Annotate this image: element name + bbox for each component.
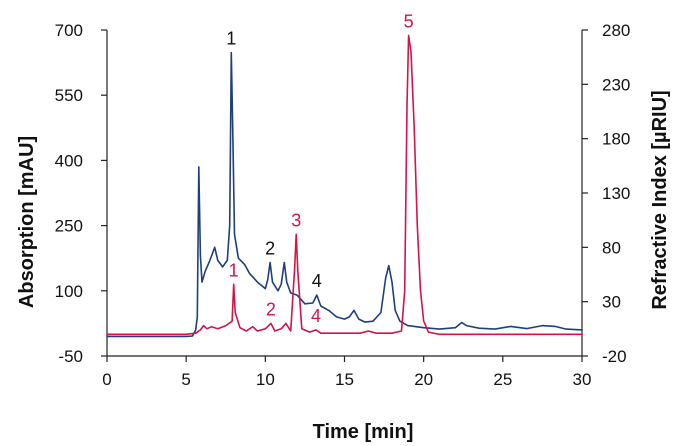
series-layer — [106, 34, 583, 338]
y-left-tick-label: 700 — [55, 21, 83, 40]
peak-label: 2 — [265, 239, 275, 259]
x-tick-label: 5 — [181, 370, 190, 389]
x-tick-label: 30 — [573, 370, 592, 389]
y-left-tick-label: 250 — [55, 217, 83, 236]
y-right-tick-label: 180 — [602, 130, 630, 149]
peak-label: 5 — [404, 11, 414, 31]
y-right-tick-label: -20 — [602, 347, 627, 366]
peak-label: 4 — [312, 271, 322, 291]
x-tick-label: 10 — [256, 370, 275, 389]
x-tick-label: 15 — [335, 370, 354, 389]
uv-trace — [106, 51, 583, 338]
x-tick-label: 20 — [414, 370, 433, 389]
y-left-tick-label: 400 — [55, 151, 83, 170]
ri-trace — [106, 34, 583, 336]
y-left-tick-label: 100 — [55, 282, 83, 301]
peak-label: 4 — [311, 306, 321, 326]
peak-label: 1 — [226, 29, 236, 49]
axes: 0 5 10 15 20 25 30 -50 100 250 400 550 700 -20 30 80 130… — [55, 21, 631, 389]
y-right-tick-label: 280 — [602, 21, 630, 40]
y-left-tick-label: 550 — [55, 86, 83, 105]
peak-label: 3 — [291, 210, 301, 230]
y-right-tick-label: 130 — [602, 184, 630, 203]
y-right-tick-label: 230 — [602, 75, 630, 94]
peak-label: 1 — [229, 260, 239, 280]
y-right-tick-label: 30 — [602, 293, 621, 312]
y-right-axis-title: Refractive Index [µRIU] — [649, 90, 671, 309]
x-tick-label: 25 — [493, 370, 512, 389]
peak-label: 2 — [266, 299, 276, 319]
x-tick-label: 0 — [102, 370, 111, 389]
y-left-axis-title: Absorption [mAU] — [16, 136, 38, 308]
x-axis-title: Time [min] — [313, 421, 414, 443]
y-left-tick-label: -50 — [58, 347, 83, 366]
y-right-tick-label: 80 — [602, 238, 621, 257]
